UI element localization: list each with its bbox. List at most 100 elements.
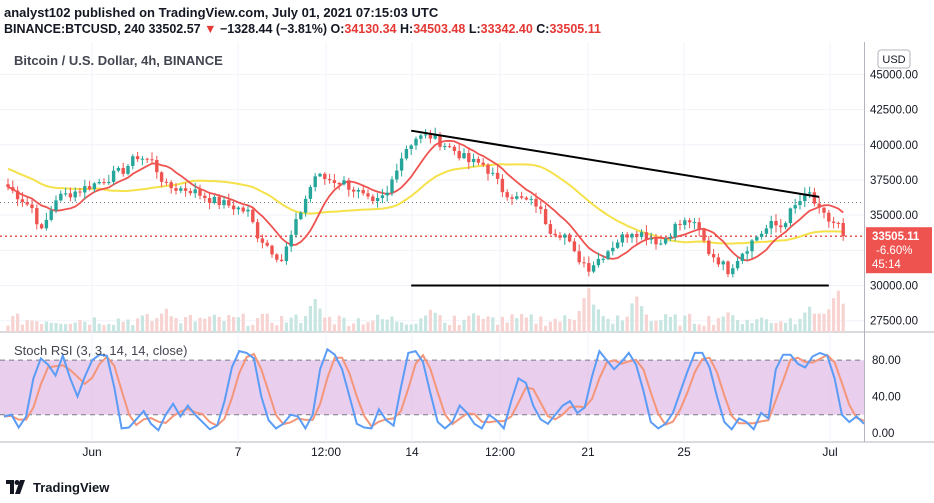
candle-body — [222, 200, 226, 206]
volume-bar — [467, 315, 471, 332]
volume-bar — [30, 320, 34, 332]
candle-body — [476, 158, 481, 163]
volume-bar — [505, 322, 509, 332]
tradingview-logo-icon — [6, 480, 25, 494]
volume-bar — [601, 316, 605, 332]
candle-body — [419, 135, 423, 139]
candle-body — [803, 193, 807, 202]
volume-bar — [155, 318, 159, 332]
candle-body — [207, 198, 212, 203]
candle-body — [462, 153, 466, 159]
last-price-tag-value: 33505.11 — [872, 231, 920, 243]
candle-body — [577, 251, 581, 263]
y-tick-label: 30000.00 — [870, 281, 918, 293]
volume-bar — [692, 323, 696, 332]
candle-body — [447, 146, 452, 148]
candle-body — [116, 167, 121, 171]
low-label: L: — [468, 22, 481, 36]
currency-badge[interactable]: USD — [877, 49, 911, 69]
volume-bar — [366, 322, 370, 332]
open-label: O: — [330, 22, 345, 36]
volume-bar — [35, 321, 39, 332]
symbol-label: BINANCE:BTCUSD, 240 — [4, 22, 145, 36]
volume-bar — [40, 324, 44, 332]
stoch-rsi-band — [0, 360, 864, 415]
volume-bar — [779, 321, 783, 332]
candle-body — [260, 238, 265, 243]
candle-body — [553, 233, 557, 236]
volume-bar — [558, 321, 562, 332]
volume-bar — [769, 323, 773, 332]
candle-body — [174, 188, 178, 191]
volume-bar — [198, 317, 202, 332]
volume-bar — [371, 320, 375, 332]
candle-body — [20, 199, 25, 203]
x-tick-label: Jun — [82, 445, 101, 459]
volume-bar — [620, 320, 624, 332]
volume-bar — [140, 315, 144, 332]
volume-bar — [793, 324, 797, 332]
volume-bar — [337, 315, 341, 332]
candle-body — [289, 234, 293, 247]
candle-body — [529, 198, 533, 200]
candle-body — [510, 197, 514, 199]
x-tick-label: 25 — [677, 445, 691, 459]
volume-bar — [443, 322, 447, 332]
volume-bar — [203, 318, 207, 332]
candle-body — [587, 263, 591, 272]
candle-body — [337, 182, 341, 185]
candlesticks — [6, 127, 845, 278]
candle-body — [395, 170, 399, 180]
volume-bar — [385, 319, 389, 332]
volume-bar — [808, 306, 812, 332]
candle-body — [25, 202, 29, 205]
candle-body — [524, 197, 529, 200]
volume-bar — [352, 323, 356, 332]
candle-body — [711, 254, 716, 258]
candle-body — [563, 234, 567, 238]
tradingview-logo[interactable]: TradingView — [6, 476, 109, 498]
candle-body — [673, 223, 677, 237]
chart-area[interactable]: Jun 7 12:00 14 12:00 21 25 Jul 27500.00 30000.00 3… — [0, 42, 934, 472]
volume-bar — [678, 325, 682, 332]
volume-bar — [784, 322, 788, 332]
candle-body — [481, 162, 485, 165]
volume-bar — [419, 318, 423, 332]
volume-bar — [616, 315, 620, 332]
volume-bar — [299, 322, 303, 332]
candle-body — [639, 232, 644, 237]
volume-bar — [606, 318, 610, 332]
candle-body — [779, 225, 783, 228]
candle-body — [707, 240, 711, 255]
volume-bars — [6, 288, 845, 332]
volume-bar — [169, 316, 173, 332]
volume-bar — [630, 303, 634, 332]
candle-body — [697, 222, 701, 230]
high-label: H: — [400, 22, 414, 36]
volume-bar — [539, 316, 543, 332]
candle-body — [275, 254, 279, 260]
volume-bar — [289, 317, 293, 332]
candle-body — [126, 165, 130, 174]
candle-body — [404, 148, 409, 159]
candle-body — [140, 158, 145, 160]
low-value: 33342.40 — [480, 22, 533, 36]
volume-bar — [424, 315, 428, 332]
candle-body — [486, 164, 490, 174]
volume-bar — [654, 320, 658, 332]
volume-bar — [246, 325, 250, 332]
candle-body — [457, 150, 461, 159]
candle-body — [596, 258, 601, 266]
candle-body — [452, 146, 457, 151]
candle-body — [107, 181, 111, 184]
candle-body — [759, 233, 764, 237]
volume-bar — [707, 316, 711, 332]
volume-bar — [491, 317, 495, 332]
volume-bar — [433, 312, 437, 332]
volume-bar — [116, 318, 120, 332]
candle-body — [683, 220, 687, 226]
volume-bar — [414, 323, 418, 332]
volume-bar — [188, 315, 192, 332]
volume-bar — [11, 316, 15, 332]
candle-body — [769, 221, 773, 229]
